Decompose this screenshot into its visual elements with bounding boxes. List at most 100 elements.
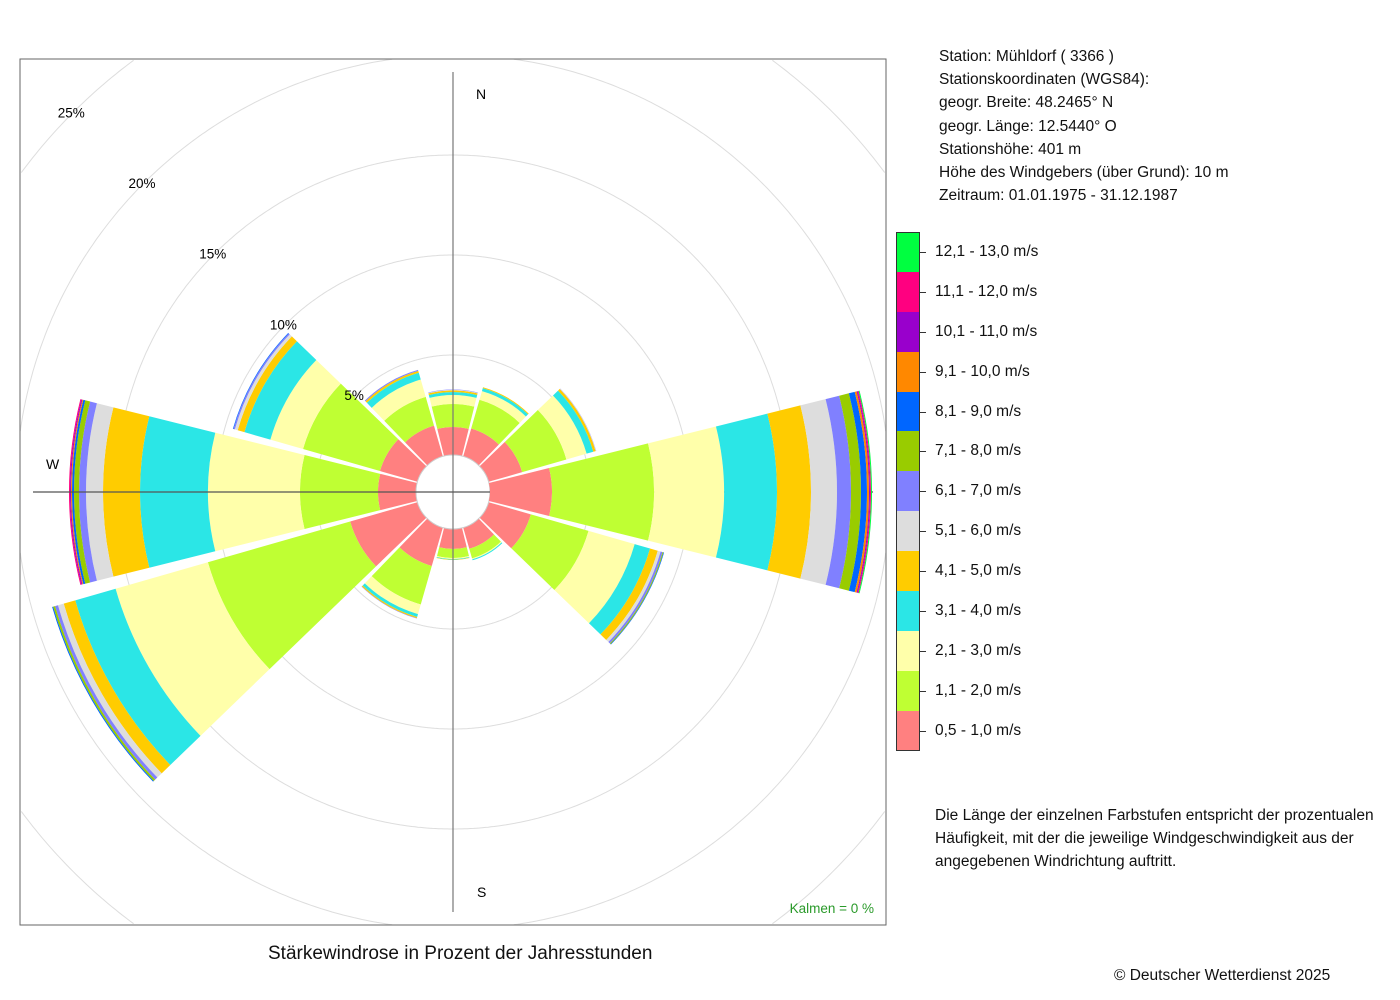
legend-swatch [896,630,920,671]
legend-label: 6,1 - 7,0 m/s [935,482,1022,500]
sector-60-class-4 [558,388,596,452]
sector-300-class-1 [303,383,399,472]
sector-0-class-5 [428,389,478,394]
sector-120-class-3 [588,544,651,635]
sector-90-class-5 [800,399,838,585]
label-south: S [477,884,486,900]
explanation-note: Die Länge der einzelnen Farbstufen entsp… [935,807,1374,870]
longitude: geogr. Länge: 12.5440° O [939,117,1117,135]
legend-swatch [896,670,920,711]
sector-90-class-10 [856,391,871,593]
legend-tick [920,371,926,373]
sector-90-class-12 [858,390,873,594]
sector-30-class-0 [463,428,499,466]
sector-150-class-0 [463,518,494,549]
legend-swatch [896,471,920,512]
sector-240-class-5 [57,603,162,778]
legend-label: 5,1 - 6,0 m/s [935,522,1022,540]
sector-150-class-1 [469,534,501,559]
station-info: Station: Mühldorf ( 3366 ) Stationskoord… [939,45,1228,207]
sector-330-class-0 [405,425,443,466]
sector-270-class-11 [69,399,82,585]
calm-label: Kalmen = 0 % [790,901,874,916]
sector-300-class-2 [270,360,341,450]
sector-270-class-7 [74,400,91,584]
sector-330-class-2 [371,379,426,421]
sector-330-class-1 [384,396,434,443]
label-north: N [476,86,486,102]
period: Zeitraum: 01.01.1975 - 31.12.1987 [939,187,1178,205]
legend-tick [920,451,926,453]
legend-tick [920,331,926,333]
sector-300-class-4 [237,336,297,433]
legend-swatch [896,511,920,552]
anemometer-height: Höhe des Windgebers (über Grund): 10 m [939,164,1229,182]
legend-label: 7,1 - 8,0 m/s [935,442,1022,460]
copyright: © Deutscher Wetterdienst 2025 [1114,967,1331,984]
label-west: W [46,456,60,472]
sector-180-class-4 [436,557,470,561]
sector-300-class-5 [234,334,292,431]
sector-90-class-11 [857,390,872,594]
sector-270-class-9 [71,399,84,585]
latitude: geogr. Breite: 48.2465° N [939,94,1114,112]
sector-210-class-1 [371,547,432,605]
legend-tick [920,291,926,293]
legend-label: 8,1 - 9,0 m/s [935,402,1022,420]
sector-30-class-2 [479,391,526,423]
sector-90-class-2 [648,426,725,558]
legend-label: 2,1 - 3,0 m/s [935,641,1022,659]
sector-240-class-3 [75,588,201,766]
legend-label: 4,1 - 5,0 m/s [935,562,1022,580]
sector-60-class-1 [504,410,567,473]
legend-swatch [896,311,920,352]
sector-90-class-3 [715,413,777,571]
sector-270-class-10 [70,399,83,585]
chart-title: Stärkewindrose in Prozent der Jahresstun… [268,943,653,964]
legend-swatch [896,391,920,432]
legend-tick [920,650,926,652]
sector-240-class-2 [115,562,270,736]
sector-0-class-6 [428,389,478,393]
legend-tick [920,730,926,732]
sector-30-class-3 [481,388,529,417]
legend-swatch [896,271,920,312]
legend-label: 1,1 - 2,0 m/s [935,681,1022,699]
sector-120-class-5 [606,550,661,643]
sector-60-class-2 [537,395,587,460]
legend-label: 3,1 - 4,0 m/s [935,602,1022,620]
legend-swatch [896,431,920,472]
legend-label: 9,1 - 10,0 m/s [935,362,1030,380]
sector-300-class-0 [379,439,427,482]
legend-swatch [896,551,920,592]
grid-ring [19,58,887,926]
legend-label: 11,1 - 12,0 m/s [935,282,1038,300]
legend-tick [920,252,926,253]
sector-150-class-3 [472,542,503,561]
legend-swatch [896,710,920,751]
ring-label: 10% [270,317,297,332]
sector-90-class-0 [488,468,553,516]
ring-labels: 5% 10% 15% 20% 25% [58,105,364,403]
sector-90-class-7 [839,393,862,591]
sector-90-class-8 [848,391,868,593]
sectors-east [488,390,873,594]
ring-label: 25% [58,105,85,120]
sector-300-class-3 [244,341,317,440]
sector-180-class-2 [436,556,470,560]
sector-120-class-2 [554,530,635,624]
sector-90-class-6 [825,395,852,589]
legend-swatch [896,591,920,631]
ring-label: 20% [128,176,155,191]
sector-120-class-1 [511,514,589,590]
sector-210-class-2 [364,576,421,615]
sector-90-class-9 [854,391,870,593]
sector-270-class-6 [79,401,97,583]
sector-120-class-4 [600,548,658,640]
sector-60-class-3 [552,390,594,454]
legend-tick [920,611,926,613]
sector-120-class-0 [479,502,531,549]
sector-90-class-1 [549,443,654,541]
legend-tick [920,411,926,413]
